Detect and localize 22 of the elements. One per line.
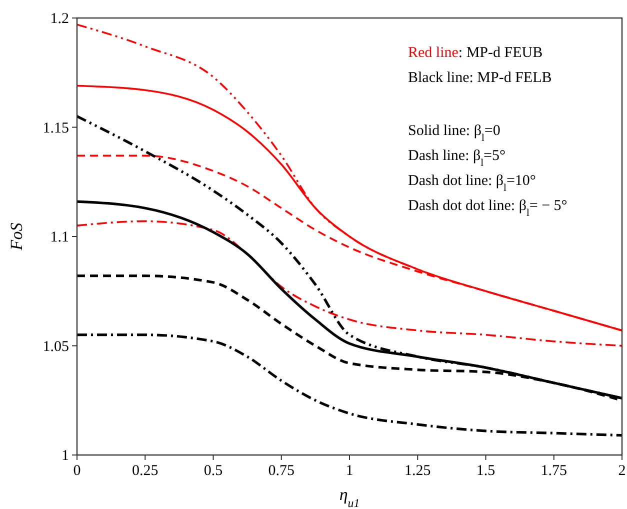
- x-tick-label: 1.25: [404, 463, 431, 479]
- annotation: Dash dot dot line: β$_{l}$= − 5°: [408, 198, 568, 218]
- x-tick-label: 2: [618, 463, 626, 479]
- y-tick-label: 1: [62, 448, 69, 464]
- y-tick-label: 1.15: [42, 120, 69, 136]
- x-tick-label: 1: [346, 463, 354, 479]
- annotation: Dash dot line: β$_{l}$=10°: [408, 173, 536, 194]
- x-tick-label: 0.5: [204, 463, 223, 479]
- x-tick-label: 0.25: [132, 463, 158, 479]
- y-axis-title: FoS: [7, 222, 26, 252]
- y-tick-label: 1.2: [50, 11, 69, 27]
- y-tick-label: 1.05: [42, 338, 69, 355]
- x-tick-label: 1.75: [540, 463, 567, 479]
- y-tick-label: 1.1: [50, 230, 69, 246]
- x-tick-label: 1.5: [476, 463, 496, 479]
- x-axis-title: η$_{u1}$: [339, 485, 360, 509]
- annotation: Black line: MP-d FELB: [408, 70, 552, 86]
- x-tick-label: 0: [73, 463, 81, 479]
- annotation: Dash line: β$_{l}$=5°: [408, 148, 506, 168]
- annotation: Red line: MP-d FEUB: [408, 45, 543, 61]
- x-tick-label: 0.75: [268, 463, 294, 479]
- annotation: Solid line: β$_{l}$=0: [408, 123, 500, 144]
